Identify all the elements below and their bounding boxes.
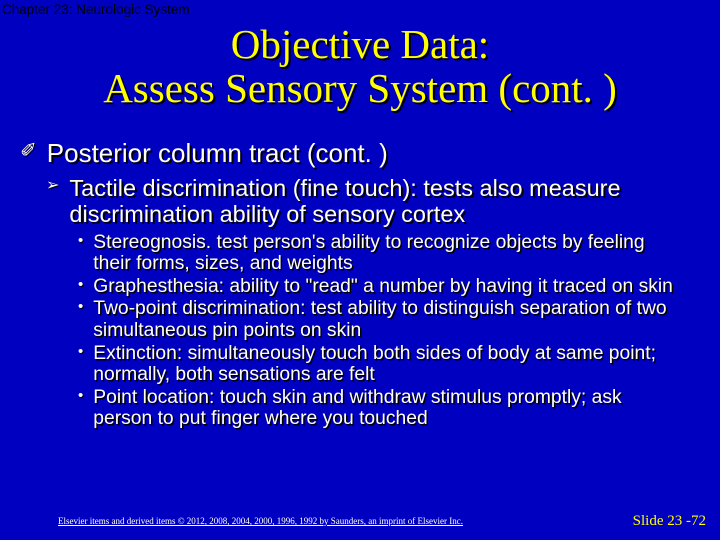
title-line-1: Objective Data: [231, 21, 489, 67]
bullet-icon: • [78, 343, 83, 361]
copyright-footer: Elsevier items and derived items © 2012,… [58, 516, 463, 526]
level3-text: Point location: touch skin and withdraw … [93, 387, 683, 430]
content-body: ✐ Posterior column tract (cont. ) ➢ Tact… [20, 139, 700, 431]
level2-container: ➢ Tactile discrimination (fine touch): t… [46, 175, 700, 430]
level3-item: • Point location: touch skin and withdra… [78, 387, 700, 430]
level3-container: • Stereognosis. test person's ability to… [78, 232, 700, 430]
level3-item: • Stereognosis. test person's ability to… [78, 232, 700, 275]
chapter-header: Chapter 23: Neurologic System [2, 2, 190, 17]
slide-number: Slide 23 -72 [633, 513, 706, 530]
level1-text: Posterior column tract (cont. ) [47, 139, 388, 169]
level3-text: Stereognosis. test person's ability to r… [93, 232, 683, 275]
title-line-2: Assess Sensory System (cont. ) [103, 65, 617, 111]
level3-item: • Two-point discrimination: test ability… [78, 298, 700, 341]
level3-text: Two-point discrimination: test ability t… [93, 298, 683, 341]
slide-title: Objective Data: Assess Sensory System (c… [0, 22, 720, 111]
level3-item: • Graphesthesia: ability to "read" a num… [78, 276, 700, 298]
bullet-icon: • [78, 298, 83, 316]
level1-item: ✐ Posterior column tract (cont. ) [20, 139, 700, 169]
level3-text: Extinction: simultaneously touch both si… [93, 343, 683, 386]
level2-text: Tactile discrimination (fine touch): tes… [69, 175, 700, 228]
bullet-icon: • [78, 387, 83, 405]
bullet-icon: • [78, 276, 83, 294]
level3-item: • Extinction: simultaneously touch both … [78, 343, 700, 386]
bullet-icon: • [78, 232, 83, 250]
pencil-icon: ✐ [20, 139, 37, 163]
level3-text: Graphesthesia: ability to "read" a numbe… [93, 276, 673, 298]
arrow-icon: ➢ [46, 175, 59, 197]
level2-item: ➢ Tactile discrimination (fine touch): t… [46, 175, 700, 228]
